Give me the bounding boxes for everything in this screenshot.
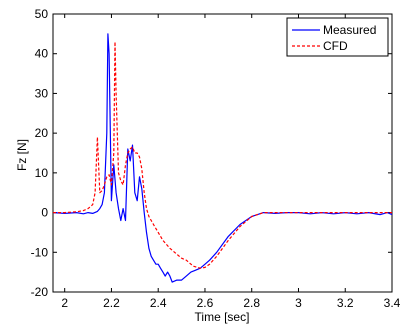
x-tick-label: 3: [295, 296, 302, 310]
y-tick-label: -10: [31, 245, 49, 259]
legend-box: [286, 17, 389, 57]
x-tick-label: 2.2: [103, 296, 120, 310]
x-tick-label: 2.8: [243, 296, 260, 310]
x-tick-label: 3.2: [337, 296, 354, 310]
y-tick-label: 30: [35, 86, 49, 100]
y-tick-label: 0: [41, 206, 48, 220]
series-group: [52, 33, 393, 283]
x-axis-label: Time [sec]: [195, 310, 250, 324]
x-tick-label: 2.6: [197, 296, 214, 310]
series-line-cfd: [53, 41, 392, 269]
legend-label-cfd: CFD: [323, 39, 348, 53]
y-tick-label: 10: [35, 166, 49, 180]
x-tick-label: 2: [61, 296, 68, 310]
legend-label-measured: Measured: [323, 23, 376, 37]
series-line-measured: [52, 33, 393, 283]
x-axis: 2 2.2 2.4 2.6 2.8 3 3.2 3.4: [61, 14, 401, 310]
y-tick-label: -20: [31, 285, 49, 299]
y-tick-label: 50: [35, 7, 49, 21]
y-axis-label: Fz [N]: [15, 139, 29, 171]
y-tick-label: 20: [35, 126, 49, 140]
x-tick-label: 3.4: [384, 296, 401, 310]
x-tick-label: 2.4: [150, 296, 167, 310]
legend: Measured CFD: [286, 17, 389, 57]
y-tick-label: 40: [35, 47, 49, 61]
